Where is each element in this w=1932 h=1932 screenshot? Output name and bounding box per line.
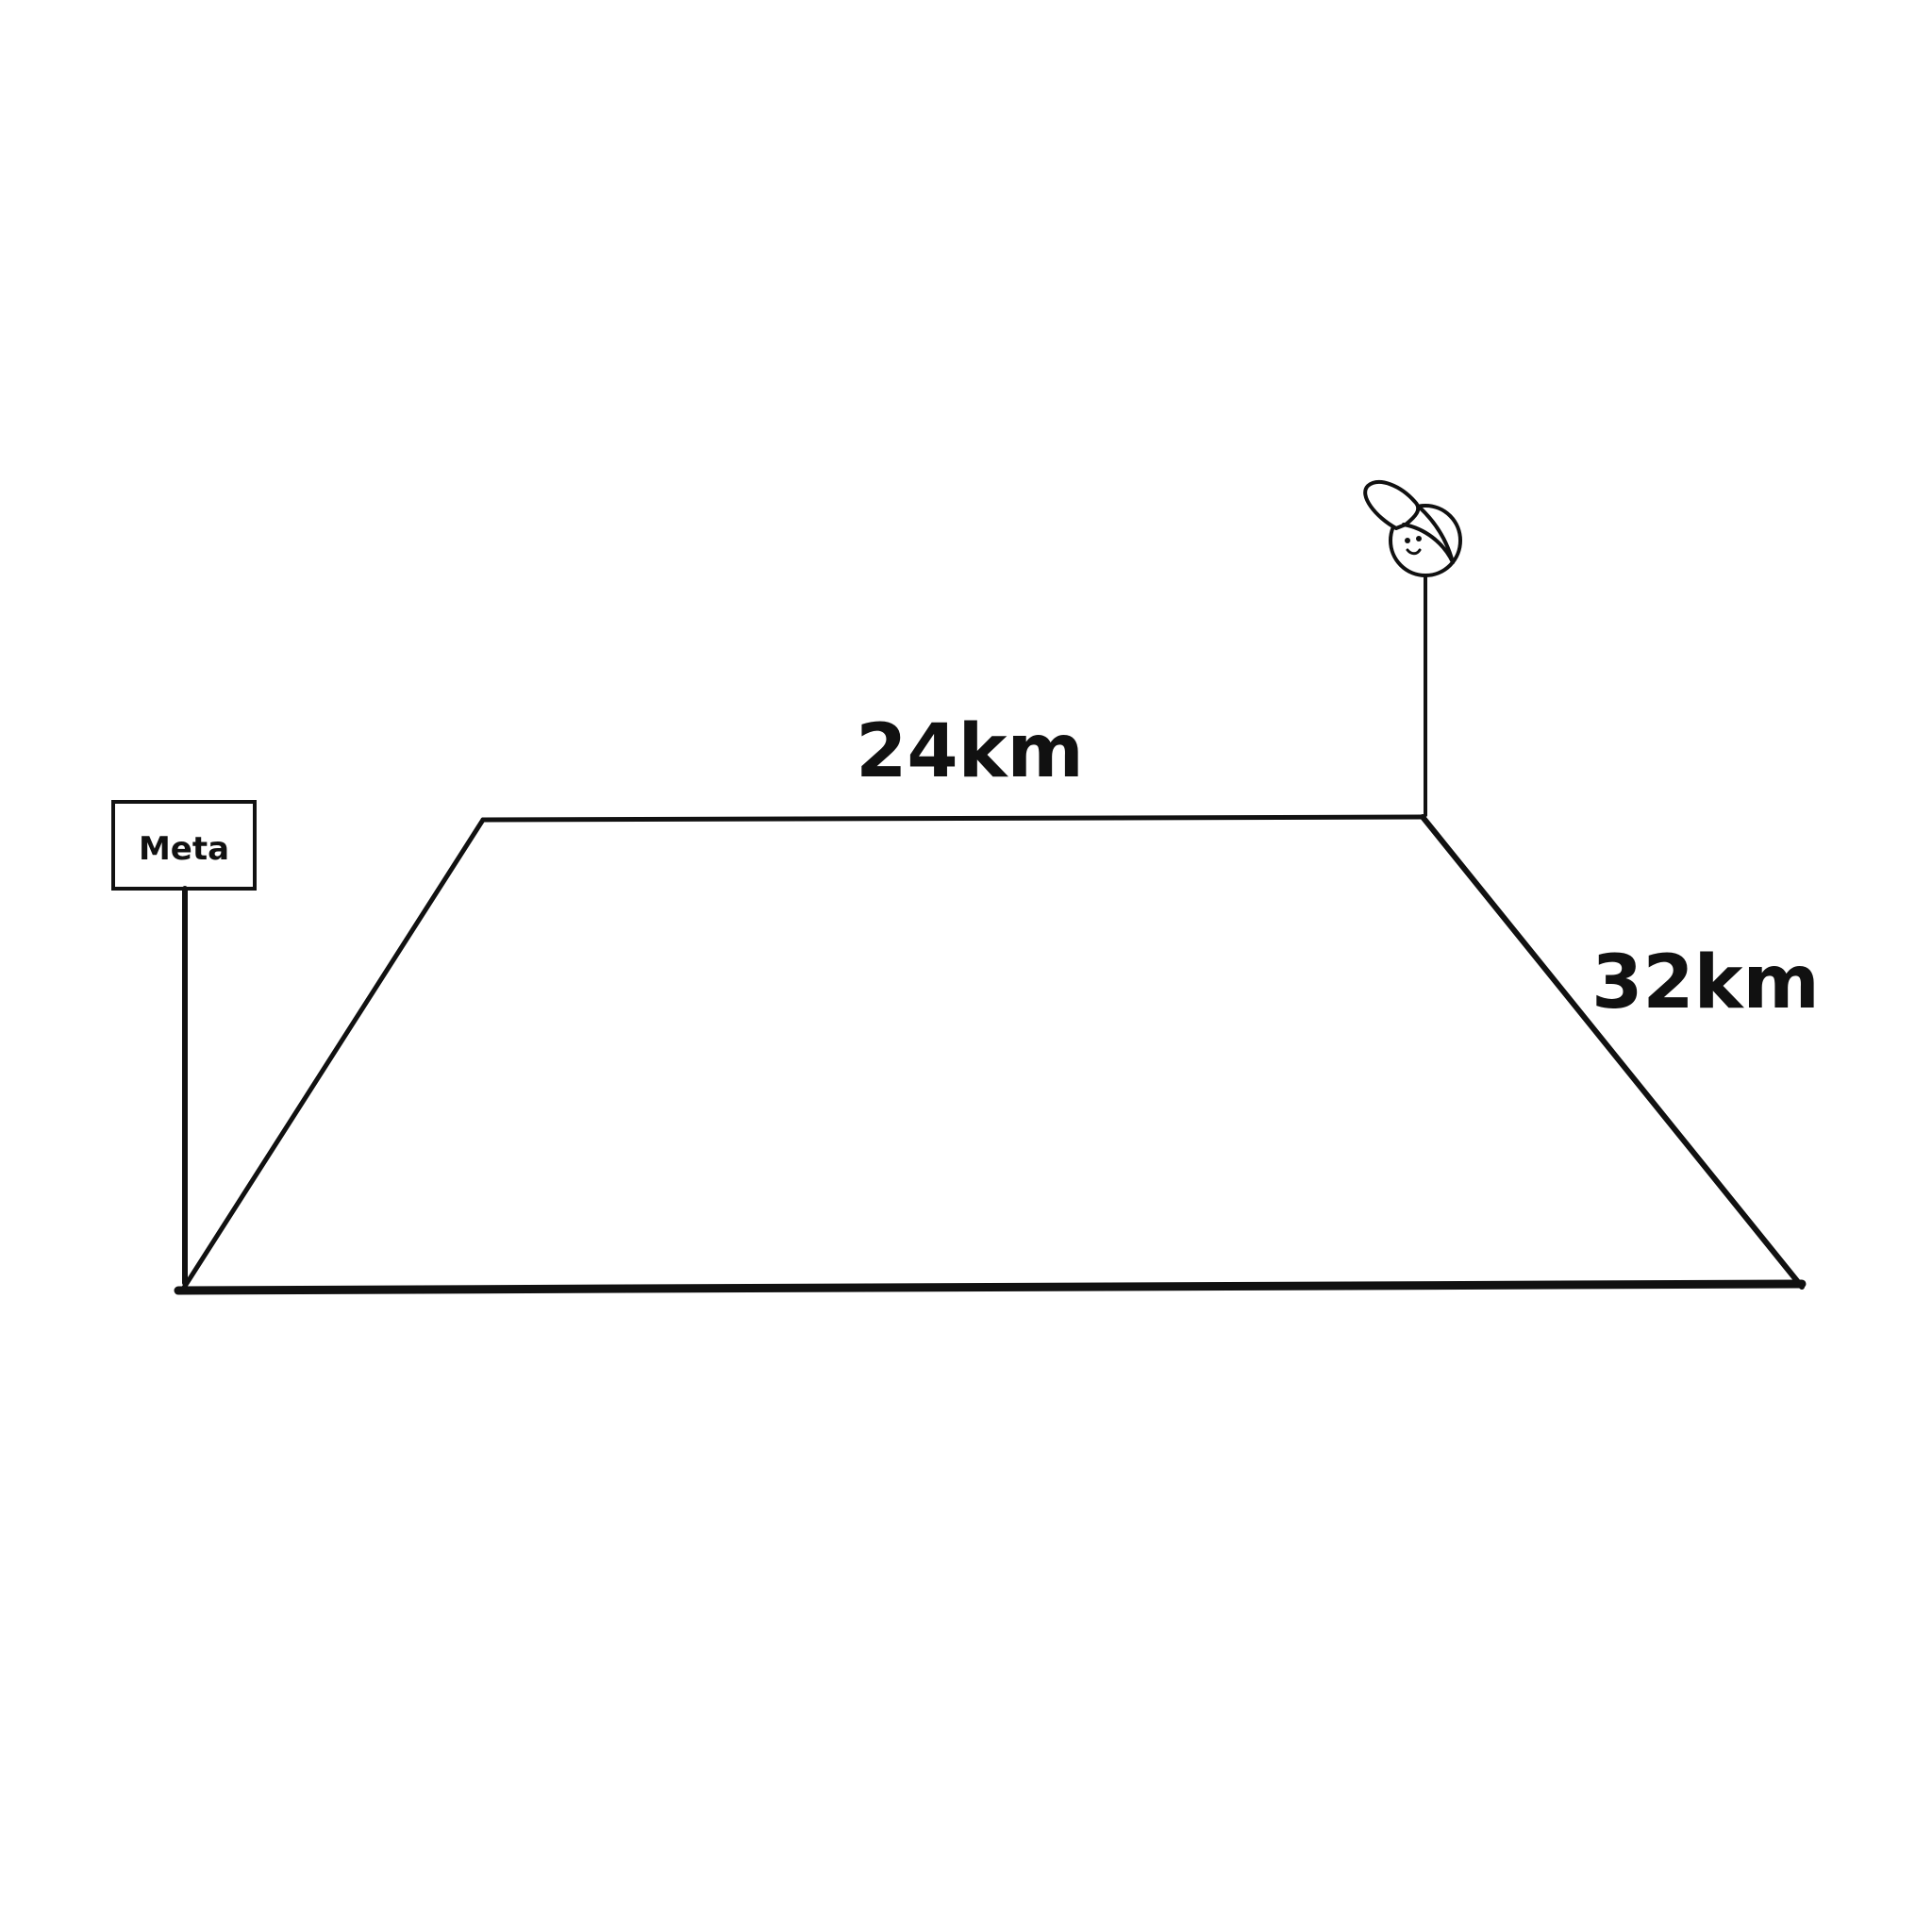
route-top-edge (480, 814, 1425, 823)
route-left-edge (181, 817, 486, 1291)
person-smile (1406, 548, 1422, 556)
cap-crown-back (1418, 506, 1455, 564)
person-eye-right (1416, 536, 1422, 541)
right-distance-label: 32km (1591, 941, 1820, 1025)
top-distance-label: 24km (856, 709, 1084, 794)
child-with-cap-icon (1363, 480, 1462, 817)
person-eye-left (1405, 538, 1410, 543)
cap-brim (1363, 480, 1421, 530)
route-trapezoid (174, 814, 1807, 1295)
signpost-icon (111, 800, 257, 1286)
sign-label: Meta (139, 830, 229, 868)
route-right-edge (1420, 814, 1805, 1290)
route-bottom-edge (174, 1279, 1807, 1295)
